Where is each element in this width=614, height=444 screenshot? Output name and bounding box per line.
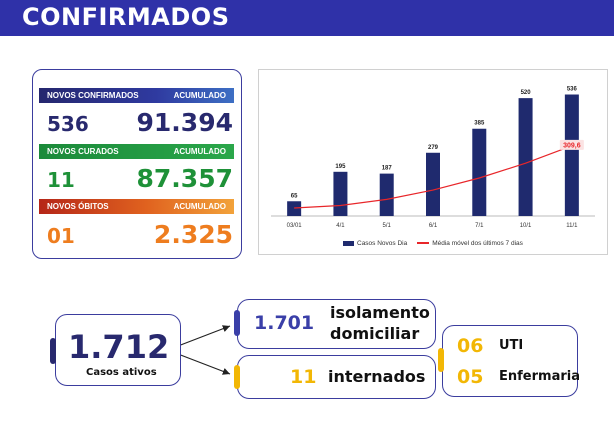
bar — [287, 201, 302, 216]
line-value-label: 309,6 — [563, 142, 581, 149]
legend-bar-swatch — [343, 240, 354, 246]
confirmados-label: NOVOS CONFIRMADOS — [47, 91, 139, 100]
uti-label: UTI — [499, 338, 524, 353]
chart-legend: Casos Novos Dia Média móvel dos últimos 7… — [343, 240, 523, 247]
enfermaria-label: Enfermaria — [499, 369, 580, 384]
bar-data-label: 187 — [382, 166, 393, 172]
legend-line-label: Média móvel dos últimos 7 dias — [432, 240, 523, 247]
internados-label: internados — [328, 367, 426, 386]
line-value-badge — [559, 139, 584, 150]
chart-plot: 65 03/01 195 4/1 187 5/1 279 6/1 385 7/1 520 10/1 53… — [271, 87, 595, 229]
x-tick-label: 7/1 — [475, 223, 484, 229]
hospital-accent — [438, 348, 444, 372]
bar — [379, 173, 394, 216]
bar-data-label: 279 — [428, 145, 439, 151]
active-cases-value: 1.712 — [68, 328, 170, 366]
legend-line-swatch — [417, 242, 430, 245]
internados-value: 11 — [290, 366, 317, 388]
arrow-to-isolamento — [177, 325, 231, 347]
cases-chart: 65 03/01 195 4/1 187 5/1 279 6/1 385 7/1 520 10/1 53… — [258, 69, 608, 255]
internados-accent — [234, 365, 240, 389]
x-tick-label: 11/1 — [566, 223, 578, 229]
curados-new-value: 11 — [47, 168, 75, 192]
legend-bar-label: Casos Novos Dia — [357, 240, 408, 247]
bar-data-label: 385 — [474, 121, 485, 127]
stats-panel: NOVOS CONFIRMADOS ACUMULADO 536 91.394 N… — [32, 69, 242, 259]
curados-label: NOVOS CURADOS — [47, 147, 119, 156]
bar — [472, 128, 487, 216]
isolamento-line1: isolamento — [330, 303, 430, 322]
active-accent — [50, 338, 56, 364]
x-tick-label: 10/1 — [520, 223, 532, 229]
isolamento-box: 1.701 isolamento domiciliar — [237, 299, 436, 349]
x-tick-label: 6/1 — [429, 223, 438, 229]
isolamento-accent — [234, 310, 240, 336]
isolamento-line2: domiciliar — [330, 324, 420, 343]
curados-band: NOVOS CURADOS ACUMULADO — [39, 144, 234, 159]
enfermaria-value: 05 — [457, 366, 484, 388]
curados-acc-label: ACUMULADO — [173, 147, 226, 156]
hospital-box: 06 UTI 05 Enfermaria — [442, 325, 580, 397]
bar-data-label: 65 — [291, 193, 298, 199]
obitos-band: NOVOS ÓBITOS ACUMULADO — [39, 199, 234, 214]
uti-value: 06 — [457, 335, 484, 357]
isolamento-value: 1.701 — [254, 312, 315, 334]
bar-data-label: 195 — [335, 164, 346, 170]
x-tick-label: 03/01 — [287, 223, 303, 229]
page-title: CONFIRMADOS — [22, 3, 230, 31]
obitos-label: NOVOS ÓBITOS — [47, 202, 109, 211]
obitos-acc-label: ACUMULADO — [173, 202, 226, 211]
obitos-new-value: 01 — [47, 224, 75, 248]
bar — [518, 98, 533, 216]
bar — [426, 152, 440, 216]
header-bar: CONFIRMADOS — [0, 0, 614, 36]
moving-average-line — [294, 145, 573, 209]
active-cases-box: 1.712 Casos ativos — [55, 314, 181, 386]
x-tick-label: 4/1 — [336, 223, 345, 229]
confirmados-accumulated-value: 91.394 — [136, 108, 233, 137]
bar — [333, 171, 348, 216]
bar-data-label: 520 — [521, 90, 532, 96]
curados-accumulated-value: 87.357 — [136, 164, 233, 193]
confirmados-band: NOVOS CONFIRMADOS ACUMULADO — [39, 88, 234, 103]
x-tick-label: 5/1 — [383, 223, 392, 229]
confirmados-acc-label: ACUMULADO — [173, 91, 226, 100]
confirmados-new-value: 536 — [47, 112, 89, 136]
bar-data-label: 536 — [567, 87, 578, 93]
bar — [564, 94, 579, 216]
active-cases-label: Casos ativos — [86, 367, 157, 378]
obitos-accumulated-value: 2.325 — [153, 220, 233, 249]
internados-box: 11 internados — [237, 355, 436, 399]
arrow-to-internados — [177, 353, 231, 375]
